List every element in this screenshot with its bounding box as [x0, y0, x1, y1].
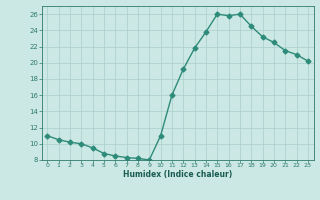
- X-axis label: Humidex (Indice chaleur): Humidex (Indice chaleur): [123, 170, 232, 179]
